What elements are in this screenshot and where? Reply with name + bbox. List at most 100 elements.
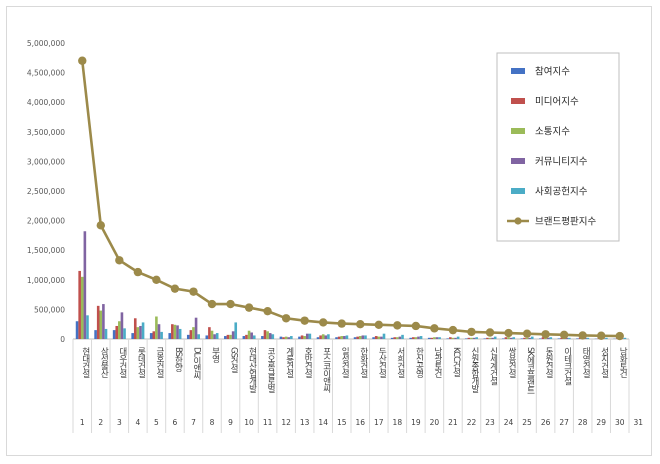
x-rank-label: 5: [154, 418, 159, 427]
line-point: [597, 331, 606, 340]
bar-3: [247, 330, 251, 339]
chart-svg: 0 500,000 1,000,000 1,500,000 2,000,000 2,500…: [27, 39, 643, 433]
bar-1: [242, 336, 246, 339]
y-tick-label: 3,000,000: [27, 157, 65, 166]
legend-swatch: [511, 128, 525, 134]
bar-5: [623, 337, 627, 339]
bar-1: [298, 336, 301, 339]
line-point: [430, 324, 439, 333]
bar-2: [356, 336, 359, 339]
bar-3: [173, 324, 177, 339]
bar-1: [353, 337, 357, 339]
x-rank-label: 6: [173, 418, 178, 427]
bar-4: [565, 337, 569, 339]
x-rank-label: 8: [210, 418, 215, 427]
line-point: [578, 331, 587, 340]
x-category-label: GS건설: [229, 347, 239, 373]
bar-3: [99, 310, 103, 339]
bar-4: [361, 335, 365, 339]
x-category-label: 일성건설: [340, 347, 350, 378]
bar-2: [560, 337, 563, 339]
bar-1: [168, 333, 172, 339]
bar-4: [176, 325, 179, 339]
legend-label: 브랜드평판지수: [535, 217, 596, 228]
bar-5: [290, 336, 293, 339]
bar-4: [213, 334, 216, 339]
bar-3: [451, 337, 455, 339]
line-point: [374, 320, 383, 329]
line-point: [300, 316, 309, 325]
legend-swatch: [511, 158, 525, 164]
bar-4: [250, 332, 253, 339]
bar-4: [231, 331, 235, 339]
bar-5: [438, 337, 441, 339]
y-tick-label: 2,000,000: [27, 217, 65, 226]
bar-5: [345, 335, 349, 339]
x-rank-label: 23: [485, 418, 495, 427]
bar-2: [115, 325, 119, 339]
x-category-label: DL이앤씨: [191, 347, 201, 380]
line-point: [281, 314, 291, 323]
bar-1: [409, 337, 412, 339]
x-category-label: 대우건설: [117, 347, 127, 378]
x-rank-label: 11: [263, 418, 273, 427]
bar-5: [123, 328, 126, 339]
bar-4: [120, 312, 124, 339]
x-category-label: SK에코플랜트: [525, 347, 535, 393]
bar-1: [149, 333, 153, 339]
bar-2: [152, 331, 156, 339]
x-rank-label: 29: [596, 418, 606, 427]
legend-label: 미디어지수: [535, 97, 579, 108]
bar-3: [118, 321, 121, 339]
bar-1: [390, 337, 394, 339]
x-rank-label: 27: [559, 418, 569, 427]
bar-3: [321, 334, 325, 339]
x-rank-label: 17: [374, 418, 384, 427]
x-axis: 현대건설 삼성물산 대우건설 롯데건설 금호건설 BS한양 DL이앤씨 부영 GS건설 현대산업개…: [72, 338, 643, 433]
y-tick-label: 0: [60, 335, 65, 344]
x-rank-label: 1: [80, 418, 85, 427]
bar-5: [234, 322, 238, 339]
bar-5: [141, 322, 145, 339]
bar-3: [470, 337, 473, 339]
bar-5: [271, 334, 275, 339]
y-tick-label: 1,500,000: [27, 246, 65, 255]
bar-5: [86, 315, 89, 339]
bar-5: [456, 336, 460, 339]
line-point: [170, 284, 180, 293]
line-point: [615, 331, 624, 341]
x-category-label: 서희건설: [395, 347, 405, 378]
x-category-label: 금호건설: [154, 347, 164, 378]
line-point: [541, 330, 550, 339]
y-axis: 0 500,000 1,000,000 1,500,000 2,000,000 2,500…: [27, 39, 65, 344]
x-category-label: 남광토건: [432, 347, 442, 378]
bar-5: [586, 337, 590, 339]
line-point: [189, 287, 198, 296]
bar-4: [380, 336, 383, 339]
x-category-label: 남화토건: [618, 347, 628, 378]
x-category-label: 코오롱글로벌: [266, 347, 276, 393]
bar-2: [263, 330, 267, 339]
bar-5: [382, 333, 386, 339]
bar-1: [483, 338, 487, 339]
bar-4: [509, 337, 513, 339]
x-category-label: BS한양: [173, 347, 183, 372]
y-tick-label: 1,000,000: [27, 276, 65, 285]
legend-label: 사회공헌지수: [535, 187, 588, 198]
bar-4: [305, 333, 309, 339]
bar-4: [194, 317, 198, 339]
bar-3: [507, 337, 510, 339]
x-rank-label: 19: [411, 418, 421, 427]
y-tick-label: 500,000: [34, 305, 65, 314]
line-point: [133, 267, 143, 277]
legend-swatch-marker: [514, 217, 522, 225]
x-rank-label: 22: [467, 418, 477, 427]
bar-4: [102, 304, 105, 339]
x-category-label: 포스코이앤씨: [321, 347, 331, 393]
legend-label: 참여지수: [535, 66, 570, 78]
bar-2: [523, 337, 526, 339]
bar-1: [427, 337, 431, 339]
line-point: [411, 321, 421, 331]
bar-1: [279, 336, 283, 339]
x-rank-label: 13: [300, 418, 310, 427]
